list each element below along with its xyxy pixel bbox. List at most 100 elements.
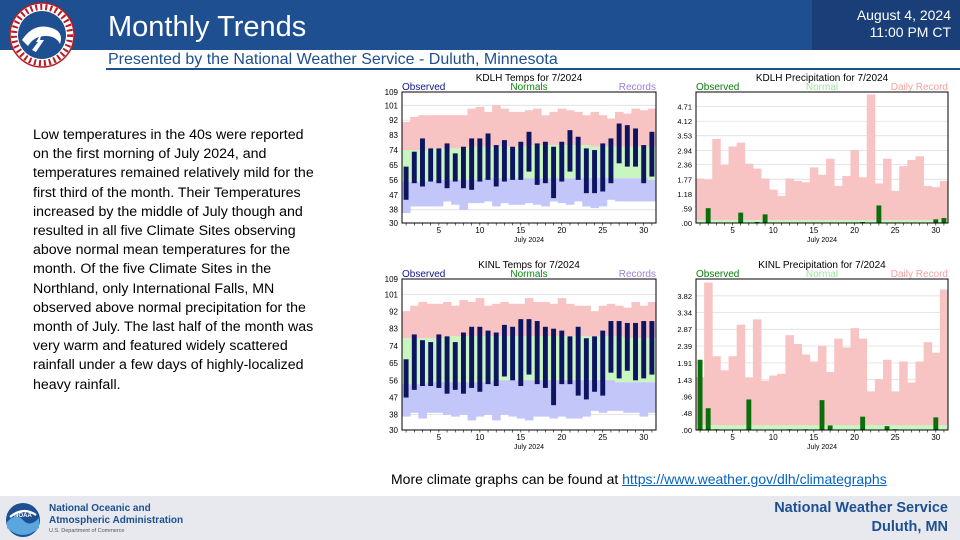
record-low-band — [623, 382, 632, 413]
record-high-band — [647, 108, 657, 147]
observed-temp-bar — [518, 319, 524, 387]
observed-temp-bar — [501, 140, 507, 182]
x-tick-label: 10 — [769, 433, 778, 442]
observed-precip-bar — [884, 426, 890, 430]
record-low-band — [451, 382, 460, 417]
x-tick-label: 25 — [891, 226, 900, 235]
record-low-band — [451, 179, 460, 205]
record-precip-bar — [712, 138, 721, 223]
x-tick-label: 20 — [850, 226, 859, 235]
observed-temp-bar — [403, 359, 409, 398]
kinl-temps-svg: KINL Temps for 7/2024 Observed Normals Reco… — [385, 260, 657, 451]
y-tick-label: 2.87 — [677, 325, 692, 334]
record-low-band — [516, 178, 526, 205]
normal-precip-bar — [712, 220, 721, 223]
normal-band — [402, 150, 411, 182]
climate-graphs-link[interactable]: https://www.weather.gov/dlh/climategraph… — [622, 471, 887, 487]
record-low-band — [639, 178, 649, 202]
record-precip-bar — [899, 361, 908, 430]
record-precip-bar — [923, 185, 933, 223]
record-high-band — [647, 301, 657, 339]
record-precip-bar — [704, 179, 713, 223]
observed-temp-bar — [616, 321, 622, 379]
normal-precip-bar — [809, 220, 819, 223]
noaa-line2: Atmospheric Administration — [49, 515, 184, 526]
record-precip-bar — [793, 180, 803, 223]
record-low-band — [402, 384, 411, 417]
record-low-band — [516, 380, 526, 419]
record-low-band — [475, 382, 485, 417]
record-low-band — [459, 382, 468, 415]
record-precip-bar — [891, 391, 900, 430]
observed-temp-bar — [526, 319, 532, 375]
record-high-band — [434, 115, 444, 149]
normal-precip-bar — [842, 220, 851, 223]
record-low-band — [631, 382, 641, 413]
record-low-band — [598, 380, 608, 413]
observed-temp-bar — [624, 322, 630, 371]
date-label: August 4, 2024 — [856, 7, 951, 23]
y-tick-label: 109 — [385, 275, 399, 284]
nws-footer-line1: National Weather Service — [774, 500, 948, 516]
record-high-band — [434, 303, 444, 339]
x-tick-label: 20 — [850, 433, 859, 442]
record-low-band — [492, 380, 501, 421]
observed-temp-bar — [436, 334, 442, 388]
record-precip-bar — [785, 335, 794, 430]
record-high-band — [631, 108, 641, 147]
observed-temp-bar — [444, 143, 450, 189]
kdlh-temps-svg: KDLH Temps for 7/2024 Observed Normals Reco… — [385, 73, 657, 244]
record-low-band — [410, 181, 419, 207]
chart-title: KDLH Precipitation for 7/2024 — [756, 73, 889, 84]
normal-precip-bar — [720, 425, 729, 430]
x-tick-label: 15 — [516, 226, 525, 235]
time-label: 11:00 PM CT — [869, 24, 951, 40]
record-high-band — [483, 305, 493, 337]
x-tick-label: 25 — [598, 226, 607, 235]
page-title: Monthly Trends — [108, 11, 307, 43]
normal-precip-bar — [777, 425, 786, 430]
observed-temp-bar — [460, 146, 466, 189]
record-low-band — [500, 178, 509, 204]
legend-entry: Observed — [402, 82, 445, 93]
record-precip-bar — [923, 342, 933, 430]
record-low-band — [647, 382, 657, 413]
record-low-band — [426, 181, 436, 207]
normal-precip-bar — [752, 425, 762, 430]
legend-entry: Daily Record — [891, 82, 948, 93]
record-high-band — [426, 115, 436, 149]
record-low-band — [631, 178, 641, 202]
record-low-band — [533, 380, 542, 417]
normal-precip-bar — [858, 220, 868, 223]
record-precip-bar — [826, 372, 835, 430]
record-low-band — [442, 179, 452, 202]
record-high-band — [451, 115, 460, 149]
record-high-band — [606, 118, 616, 147]
record-high-band — [565, 303, 575, 337]
record-precip-bar — [793, 343, 803, 430]
observed-precip-bar — [819, 400, 825, 430]
y-tick-label: 3.34 — [677, 309, 692, 318]
nws-footer-line2: Duluth, MN — [871, 519, 948, 535]
noaa-name: National Oceanic and Atmospheric Adminis… — [49, 503, 183, 527]
observed-precip-bar — [705, 208, 711, 223]
legend-entry: Normals — [510, 269, 547, 280]
normal-precip-bar — [850, 220, 859, 223]
y-tick-label: 83 — [389, 325, 398, 334]
y-tick-label: 56 — [389, 376, 398, 385]
observed-temp-bar — [649, 321, 655, 375]
record-high-band — [459, 300, 468, 337]
record-precip-bar — [850, 328, 859, 430]
observed-temp-bar — [477, 326, 483, 392]
observed-temp-bar — [518, 141, 524, 180]
record-precip-bar — [720, 370, 729, 430]
record-precip-bar — [720, 164, 729, 223]
observed-temp-bar — [534, 143, 540, 185]
normal-precip-bar — [866, 220, 876, 223]
record-precip-bar — [874, 183, 884, 223]
normal-precip-bar — [907, 220, 916, 223]
record-low-band — [442, 382, 452, 415]
normal-precip-bar — [882, 220, 892, 223]
y-tick-label: 30 — [389, 219, 398, 228]
record-precip-bar — [712, 356, 721, 430]
